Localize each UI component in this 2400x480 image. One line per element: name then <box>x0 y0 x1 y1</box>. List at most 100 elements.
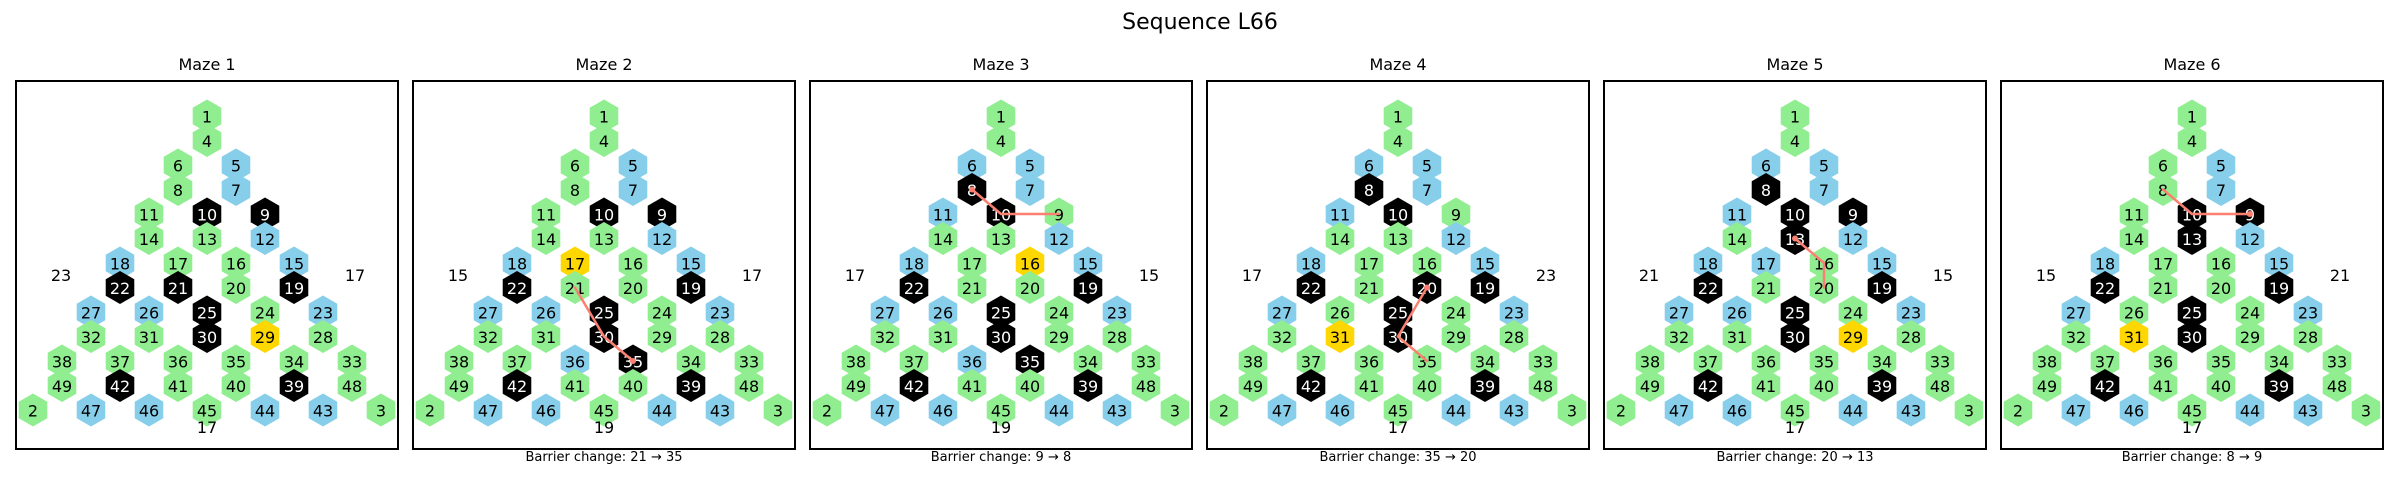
hex-cell <box>1925 369 1955 402</box>
cell-6: 6 <box>560 148 590 182</box>
left-side-number: 21 <box>1638 266 1660 285</box>
cell-41: 41 <box>1751 369 1781 402</box>
cell-16: 16 <box>2206 246 2236 280</box>
cell-label: 45 <box>991 402 1011 421</box>
cell-label: 39 <box>1078 377 1098 396</box>
cell-15: 15 <box>676 246 706 280</box>
cell-label: 36 <box>168 353 188 372</box>
cell-13: 13 <box>2177 222 2207 255</box>
cell-label: 18 <box>1698 255 1718 274</box>
cell-42: 42 <box>502 369 532 402</box>
hex-cell <box>1441 320 1471 353</box>
hex-cell <box>473 393 503 427</box>
cell-40: 40 <box>1412 369 1442 402</box>
bottom-side-number: 17 <box>1387 418 1409 437</box>
cell-label: 14 <box>1727 230 1747 249</box>
cell-42: 42 <box>1296 369 1326 402</box>
hex-cell <box>1015 369 1045 402</box>
hex-cell <box>531 393 561 427</box>
cell-22: 22 <box>105 271 135 304</box>
cell-39: 39 <box>1867 369 1897 402</box>
hex-cell <box>928 320 958 353</box>
cell-label: 11 <box>536 206 556 225</box>
hex-cell <box>560 148 590 182</box>
hex-cell <box>250 320 280 353</box>
cell-label: 5 <box>1819 157 1829 176</box>
hex-cell <box>1412 246 1442 280</box>
cell-label: 12 <box>2240 230 2260 249</box>
cell-label: 21 <box>1756 279 1776 298</box>
hex-cell <box>2293 295 2323 329</box>
cell-label: 36 <box>565 353 585 372</box>
cell-46: 46 <box>134 393 164 427</box>
hex-cell <box>1867 369 1897 402</box>
page-title: Sequence L66 <box>1122 10 1278 35</box>
hex-cell <box>1780 393 1810 427</box>
cell-11: 11 <box>1325 197 1355 231</box>
cell-2: 2 <box>1209 393 1239 427</box>
cell-label: 28 <box>1504 328 1524 347</box>
hex-cell <box>2177 393 2207 427</box>
cell-label: 23 <box>1107 304 1127 323</box>
cell-label: 27 <box>1669 304 1689 323</box>
cell-10: 10 <box>1780 197 1810 231</box>
hex-cell <box>899 344 929 378</box>
cell-15: 15 <box>2264 246 2294 280</box>
cell-label: 39 <box>681 377 701 396</box>
hex-cell <box>647 393 677 427</box>
cell-label: 29 <box>2240 328 2260 347</box>
cell-label: 25 <box>2182 304 2202 323</box>
hex-cell <box>1383 393 1413 427</box>
hex-cell <box>2264 271 2294 304</box>
hex-cell <box>279 344 309 378</box>
cell-28: 28 <box>1102 320 1132 353</box>
cell-label: 28 <box>313 328 333 347</box>
cell-label: 34 <box>681 353 701 372</box>
path-line <box>573 286 635 363</box>
cell-label: 13 <box>991 230 1011 249</box>
cell-label: 25 <box>1785 304 1805 323</box>
cell-label: 22 <box>1301 279 1321 298</box>
cell-label: 24 <box>1049 304 1069 323</box>
cell-label: 5 <box>2216 157 2226 176</box>
cell-24: 24 <box>647 295 677 329</box>
cell-3: 3 <box>366 393 396 427</box>
cell-label: 34 <box>1475 353 1495 372</box>
cell-label: 46 <box>1330 402 1350 421</box>
cell-label: 10 <box>1785 206 1805 225</box>
hex-cell <box>589 99 619 133</box>
cell-label: 43 <box>1504 402 1524 421</box>
cell-label: 15 <box>2269 255 2289 274</box>
hex-cell <box>560 369 590 402</box>
cell-12: 12 <box>1441 222 1471 255</box>
cell-4: 4 <box>1383 124 1413 157</box>
hex-cell <box>589 295 619 329</box>
hex-cell <box>647 222 677 255</box>
hex-cell <box>1809 369 1839 402</box>
cell-14: 14 <box>134 222 164 255</box>
hex-cell <box>1441 222 1471 255</box>
cell-label: 45 <box>1785 402 1805 421</box>
cell-39: 39 <box>1470 369 1500 402</box>
cell-label: 43 <box>1901 402 1921 421</box>
hex-cell <box>1751 344 1781 378</box>
cell-39: 39 <box>676 369 706 402</box>
cell-48: 48 <box>337 369 367 402</box>
cell-42: 42 <box>105 369 135 402</box>
cell-label: 14 <box>139 230 159 249</box>
cell-20: 20 <box>618 271 648 304</box>
cell-40: 40 <box>2206 369 2236 402</box>
cell-36: 36 <box>1751 344 1781 378</box>
hex-cell <box>1780 320 1810 353</box>
cell-13: 13 <box>589 222 619 255</box>
hex-cell <box>192 99 222 133</box>
hex-cell <box>2148 148 2178 182</box>
cell-3: 3 <box>1557 393 1587 427</box>
hex-cell <box>1015 344 1045 378</box>
cell-label: 48 <box>739 377 759 396</box>
cell-21: 21 <box>1354 271 1384 304</box>
cell-label: 11 <box>139 206 159 225</box>
hex-cell <box>1383 124 1413 157</box>
cell-40: 40 <box>1015 369 1045 402</box>
cell-label: 25 <box>594 304 614 323</box>
